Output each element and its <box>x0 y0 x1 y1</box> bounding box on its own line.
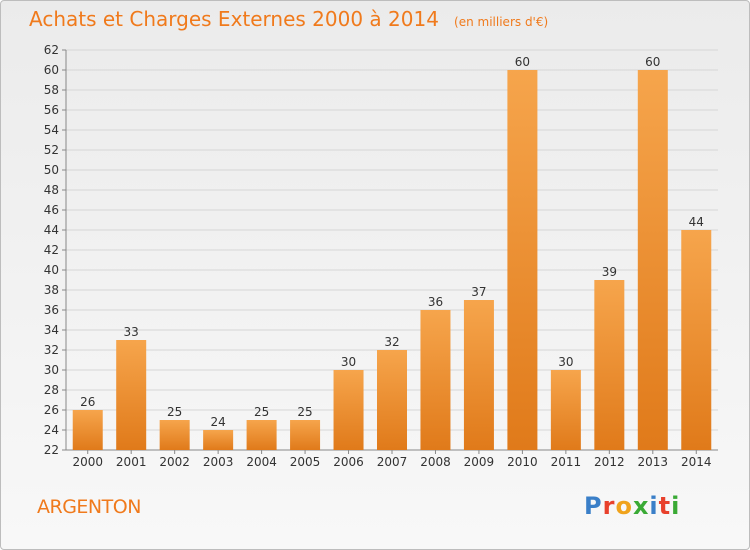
data-label: 33 <box>124 325 139 339</box>
x-tick-label: 2010 <box>507 455 538 469</box>
title-row: Achats et Charges Externes 2000 à 2014 (… <box>29 7 548 31</box>
logo-letter: t <box>658 492 672 520</box>
x-tick-label: 2011 <box>551 455 582 469</box>
proxiti-logo: Proxiti <box>584 492 680 520</box>
y-tick-label: 32 <box>44 343 59 357</box>
logo-letter: i <box>649 492 659 520</box>
y-tick-label: 22 <box>44 443 59 457</box>
bar <box>159 420 190 450</box>
bar <box>550 370 581 450</box>
logo-letter: r <box>602 492 616 520</box>
x-tick-label: 2006 <box>333 455 364 469</box>
x-tick-label: 2012 <box>594 455 625 469</box>
bar <box>290 420 321 450</box>
logo-letter: P <box>584 492 603 520</box>
y-tick-label: 44 <box>44 223 59 237</box>
data-label: 30 <box>558 355 573 369</box>
y-tick-label: 58 <box>44 83 59 97</box>
bar <box>203 430 234 450</box>
y-tick-label: 54 <box>44 123 59 137</box>
chart-title: Achats et Charges Externes 2000 à 2014 <box>29 7 439 31</box>
bar <box>72 410 103 450</box>
bar <box>637 70 668 450</box>
y-tick-label: 26 <box>44 403 59 417</box>
logo-letter: o <box>615 492 633 520</box>
x-tick-label: 2009 <box>464 455 495 469</box>
x-tick-label: 2003 <box>203 455 234 469</box>
data-label: 25 <box>297 405 312 419</box>
y-tick-label: 52 <box>44 143 59 157</box>
bar <box>594 280 625 450</box>
y-tick-label: 62 <box>44 43 59 57</box>
data-label: 30 <box>341 355 356 369</box>
x-tick-label: 2000 <box>72 455 103 469</box>
x-tick-label: 2005 <box>290 455 321 469</box>
data-label: 60 <box>645 55 660 69</box>
place-name: ARGENTON <box>37 496 141 518</box>
x-tick-label: 2002 <box>159 455 190 469</box>
x-tick-label: 2014 <box>681 455 712 469</box>
logo-letter: x <box>632 492 650 520</box>
y-tick-label: 40 <box>44 263 59 277</box>
y-tick-label: 48 <box>44 183 59 197</box>
data-label: 60 <box>515 55 530 69</box>
x-tick-label: 2007 <box>377 455 408 469</box>
bar <box>333 370 364 450</box>
bar <box>116 340 147 450</box>
y-tick-label: 30 <box>44 363 59 377</box>
x-tick-label: 2001 <box>116 455 147 469</box>
logo-letter: i <box>671 492 681 520</box>
y-tick-label: 24 <box>44 423 59 437</box>
bar <box>463 300 494 450</box>
y-tick-label: 42 <box>44 243 59 257</box>
y-tick-label: 36 <box>44 303 59 317</box>
x-tick-label: 2013 <box>638 455 669 469</box>
y-tick-label: 60 <box>44 63 59 77</box>
y-tick-label: 56 <box>44 103 59 117</box>
bar <box>420 310 451 450</box>
x-tick-label: 2008 <box>420 455 451 469</box>
data-label: 26 <box>80 395 95 409</box>
data-label: 44 <box>689 215 704 229</box>
data-label: 32 <box>384 335 399 349</box>
data-label: 24 <box>210 415 225 429</box>
chart-subtitle: (en milliers d'€) <box>454 15 549 29</box>
bar <box>246 420 277 450</box>
bar <box>507 70 538 450</box>
data-label: 25 <box>254 405 269 419</box>
y-tick-label: 34 <box>44 323 59 337</box>
data-label: 39 <box>602 265 617 279</box>
y-tick-label: 38 <box>44 283 59 297</box>
data-label: 25 <box>167 405 182 419</box>
x-tick-label: 2004 <box>246 455 277 469</box>
bar <box>377 350 407 450</box>
y-tick-label: 46 <box>44 203 59 217</box>
y-tick-label: 28 <box>44 383 59 397</box>
bar <box>681 230 712 450</box>
data-label: 36 <box>428 295 443 309</box>
y-tick-label: 50 <box>44 163 59 177</box>
data-label: 37 <box>471 285 486 299</box>
